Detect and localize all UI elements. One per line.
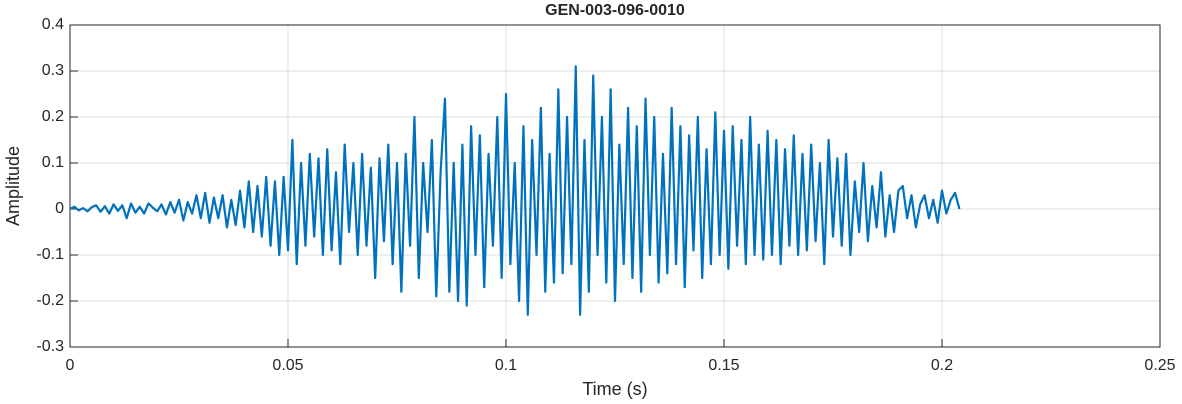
- x-tick-label: 0.15: [708, 357, 739, 374]
- y-tick-label: 0.2: [42, 108, 64, 125]
- y-axis-label: Amplitude: [3, 146, 23, 226]
- x-tick-label: 0: [66, 357, 75, 374]
- plot-frame: [69, 24, 1161, 348]
- y-tick-label: -0.1: [36, 246, 64, 263]
- x-tick-label: 0.2: [931, 357, 953, 374]
- y-tick-label: 0: [55, 200, 64, 217]
- chart-title: GEN-003-096-0010: [545, 2, 685, 19]
- x-tick-label: 0.25: [1144, 357, 1175, 374]
- y-tick-label: -0.3: [36, 338, 64, 355]
- y-tick-label: 0.4: [42, 16, 64, 33]
- x-tick-label: 0.1: [495, 357, 517, 374]
- waveform-line: [69, 65, 961, 316]
- x-axis-label: Time (s): [582, 379, 647, 399]
- y-tick-label: -0.2: [36, 292, 64, 309]
- x-tick-label: 0.05: [272, 357, 303, 374]
- y-tick-label: 0.1: [42, 154, 64, 171]
- y-tick-label: 0.3: [42, 62, 64, 79]
